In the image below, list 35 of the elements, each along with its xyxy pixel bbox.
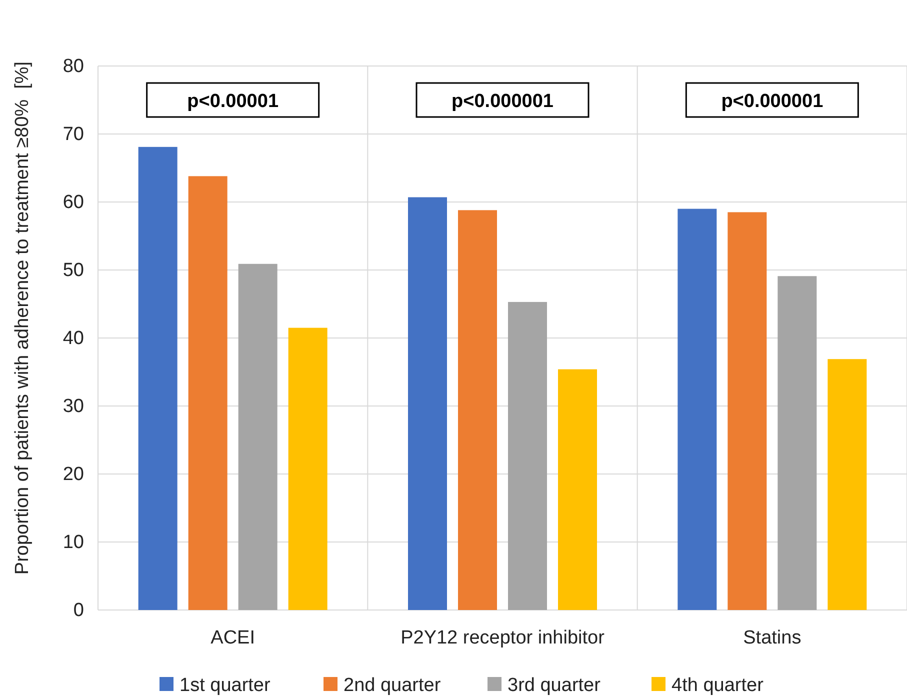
- x-tick-label: Statins: [743, 627, 802, 648]
- bar: [408, 197, 447, 610]
- legend-label: 2nd quarter: [344, 675, 442, 696]
- y-tick-label: 20: [62, 464, 84, 486]
- bar: [508, 302, 547, 610]
- y-tick-label: 30: [62, 396, 84, 418]
- bar: [728, 212, 767, 610]
- bar: [678, 208, 717, 610]
- bar: [188, 176, 228, 610]
- y-tick-label: 60: [62, 192, 84, 214]
- annotation: p<0.000001: [452, 91, 554, 112]
- x-tick-label: ACEI: [210, 627, 256, 648]
- y-tick-label: 70: [62, 124, 84, 146]
- bar: [288, 328, 328, 610]
- annotation: p<0.000001: [721, 91, 824, 112]
- annotation-box: p<0.000001: [416, 82, 590, 118]
- y-tick-label: 40: [62, 328, 84, 350]
- bar: [138, 146, 178, 610]
- y-tick-label: 80: [62, 56, 84, 78]
- annotation: p<0.00001: [187, 91, 279, 112]
- legend-label: 4th quarter: [672, 675, 764, 696]
- y-tick-label: 0: [73, 600, 84, 622]
- y-axis-title: Proportion of patients with adherence to treatment ≥80% [%]: [12, 61, 33, 575]
- annotation-box: p<0.00001: [146, 82, 320, 118]
- bar: [778, 276, 817, 610]
- bar: [238, 264, 278, 610]
- bar: [558, 369, 597, 610]
- x-tick-label: P2Y12 receptor inhibitor: [400, 627, 606, 648]
- y-tick-label: 10: [62, 532, 84, 554]
- bar: [828, 359, 867, 610]
- legend-label: 1st quarter: [180, 675, 271, 696]
- bar: [458, 210, 497, 610]
- y-tick-label: 50: [62, 260, 84, 282]
- legend-label: 3rd quarter: [508, 675, 602, 696]
- annotation-box: p<0.000001: [685, 82, 859, 118]
